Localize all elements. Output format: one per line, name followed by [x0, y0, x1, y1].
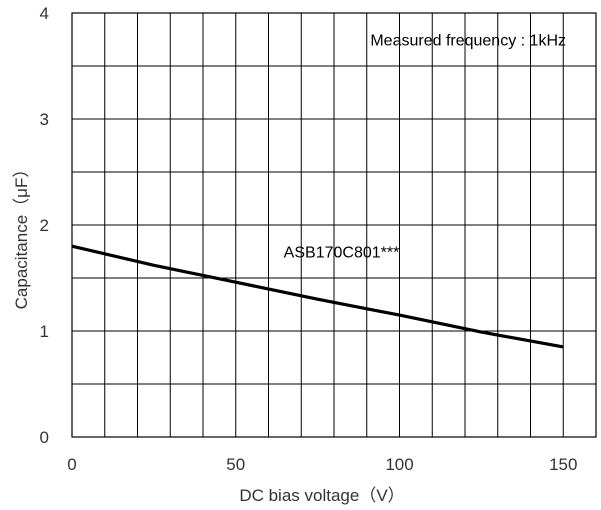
x-tick-label: 50 — [226, 455, 245, 474]
plot-frame — [71, 12, 597, 438]
x-tick-labels: 0 50 100 150 — [67, 455, 577, 474]
series-line — [71, 244, 564, 349]
x-tick-label: 0 — [67, 455, 76, 474]
y-tick-label: 1 — [40, 322, 49, 341]
grid — [72, 13, 596, 437]
y-tick-label: 3 — [40, 110, 49, 129]
x-tick-label: 150 — [549, 455, 577, 474]
series-label: ASB170C801*** — [284, 245, 400, 262]
y-tick-label: 0 — [40, 428, 49, 447]
x-axis-title: DC bias voltage（V） — [239, 486, 404, 505]
y-tick-label: 4 — [40, 4, 49, 23]
y-tick-label: 2 — [40, 216, 49, 235]
measured-frequency-annotation: Measured frequency : 1kHz — [370, 33, 566, 50]
x-tick-label: 100 — [385, 455, 413, 474]
series-layer — [71, 244, 564, 349]
y-axis-title: Capacitance（μF） — [12, 161, 31, 310]
y-tick-labels: 0 1 2 3 4 — [40, 4, 49, 447]
